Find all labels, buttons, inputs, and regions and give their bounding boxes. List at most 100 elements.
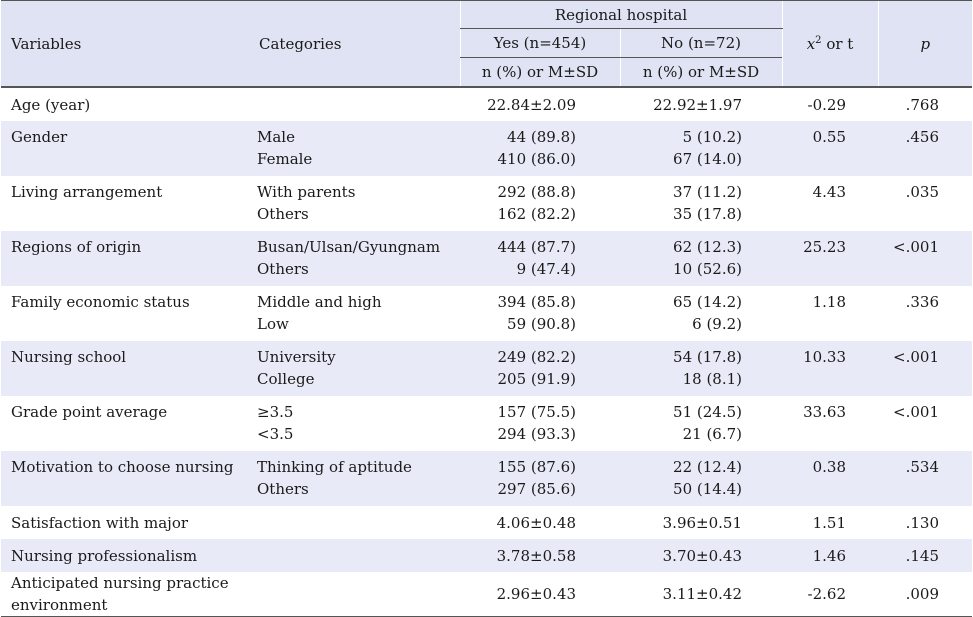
header-categories: Categories (249, 0, 460, 88)
cell-yes-value: 3.78±0.58 (496, 546, 576, 565)
cell-yes-value: 205 (91.9) (497, 370, 576, 388)
cell-no: 37 (11.2) 35 (17.8) (620, 176, 782, 231)
cell-category-value: Others (257, 480, 309, 498)
cell-yes: 394 (85.8) 59 (90.8) (460, 286, 620, 341)
cell-p-value-value: .130 (905, 513, 940, 532)
cell-no-value: 22.92±1.97 (653, 95, 743, 114)
cell-p-value: .456 (878, 121, 972, 176)
table-body: Age (year) 22.84±2.09 22.92±1.97 -0.29 .768 G… (1, 87, 973, 617)
cell-variable-value: Regions of origin (11, 238, 142, 256)
cell-category: Busan/Ulsan/Gyungnam Others (249, 231, 460, 286)
header-variables: Variables (1, 0, 249, 88)
cell-p-value-value: .336 (905, 293, 940, 311)
header-statistic: x2 or t (781, 0, 879, 88)
cell-category-value: University (257, 348, 336, 366)
table-row: Anticipated nursing practice environment… (1, 572, 973, 617)
header-no-sub: n (%) or M±SD (619, 57, 783, 88)
cell-yes-value: 162 (82.2) (497, 205, 576, 223)
cell-no: 22.92±1.97 (620, 87, 782, 121)
cell-category (249, 539, 460, 572)
cell-yes: 157 (75.5) 294 (93.3) (460, 396, 620, 451)
cell-yes-value: 249 (82.2) (497, 348, 576, 366)
cell-p-value-value: .456 (905, 128, 940, 146)
cell-no-value: 3.96±0.51 (662, 513, 743, 532)
cell-variable-value: Nursing school (11, 348, 127, 366)
cell-no: 5 (10.2) 67 (14.0) (620, 121, 782, 176)
cell-p-value: .768 (878, 87, 972, 121)
table-row: Family economic status Middle and high Low… (1, 286, 972, 341)
cell-variable-value: Age (year) (11, 95, 91, 114)
cell-no: 54 (17.8) 18 (8.1) (620, 341, 782, 396)
cell-no-value: 51 (24.5) (673, 403, 743, 421)
cell-variable-value: Gender (11, 128, 68, 146)
cell-variable: Living arrangement (1, 176, 249, 231)
cell-no-value: 62 (12.3) (673, 238, 743, 256)
cell-yes: 249 (82.2) 205 (91.9) (460, 341, 620, 396)
cell-category: With parents Others (249, 176, 460, 231)
table-row: Motivation to choose nursing Thinking of … (1, 451, 973, 506)
cell-yes-value: 394 (85.8) (497, 293, 576, 311)
cell-statistic-value: 25.23 (803, 238, 847, 256)
cell-variable: Motivation to choose nursing (1, 451, 249, 506)
cell-variable: Grade point average (1, 396, 249, 451)
cell-variable-value: Grade point average (11, 403, 168, 421)
cell-variable: Gender (1, 121, 249, 176)
cell-p-value: .534 (878, 451, 972, 506)
cell-statistic: 33.63 (782, 396, 878, 451)
cell-variable: Anticipated nursing practice environment (1, 572, 249, 617)
cell-yes: 44 (89.8) 410 (86.0) (460, 121, 620, 176)
cell-statistic-value: -2.62 (807, 585, 847, 603)
header-p-value: p (877, 0, 973, 88)
cell-statistic: -2.62 (782, 572, 879, 617)
cell-variable-value: Family economic status (11, 293, 190, 311)
cell-category-value: Others (257, 205, 309, 223)
header-chi-rest: or t (821, 34, 854, 53)
cell-variable-value: Satisfaction with major (11, 513, 189, 532)
cell-category-value: Low (257, 315, 289, 333)
cell-yes: 444 (87.7) 9 (47.4) (460, 231, 620, 286)
cell-statistic-value: 1.18 (812, 293, 847, 311)
cell-category-value: ≥3.5 (257, 403, 294, 421)
cell-no-value: 3.11±0.42 (662, 585, 743, 603)
table-row: Nursing school University College 249 (82.2… (1, 341, 973, 396)
cell-statistic-value: 10.33 (803, 348, 847, 366)
cell-category (249, 87, 460, 121)
header-regional-hospital: Regional hospital (459, 0, 783, 29)
cell-variable: Age (year) (1, 87, 249, 121)
cell-p-value-value: .009 (905, 585, 940, 603)
cell-yes-value: 155 (87.6) (497, 458, 576, 476)
cell-yes-value: 44 (89.8) (507, 128, 576, 146)
cell-variable: Regions of origin (1, 231, 249, 286)
cell-category-value: Male (257, 128, 295, 146)
cell-yes: 155 (87.6) 297 (85.6) (460, 451, 620, 506)
cell-no: 51 (24.5) 21 (6.7) (620, 396, 782, 451)
cell-p-value: <.001 (878, 341, 972, 396)
cell-yes: 3.78±0.58 (460, 539, 620, 572)
header-yes: Yes (n=454) (459, 28, 620, 58)
table-row: Grade point average ≥3.5 <3.5 157 (75.5) 294… (1, 396, 972, 451)
cell-statistic-value: 1.51 (812, 513, 847, 532)
cell-yes: 2.96±0.43 (460, 572, 620, 617)
cell-category-value: Female (257, 150, 313, 168)
cell-p-value-value: .534 (905, 458, 940, 476)
cell-yes-value: 444 (87.7) (497, 238, 576, 256)
cell-p-value: .035 (878, 176, 972, 231)
table-row: Gender Male Female 44 (89.8) 410 (86.0) 5 (10… (1, 121, 973, 176)
cell-variable: Nursing professionalism (1, 539, 249, 572)
cell-variable: Family economic status (1, 286, 249, 341)
cell-statistic: 1.46 (782, 539, 878, 572)
cell-p-value: .336 (878, 286, 972, 341)
cell-statistic: 10.33 (782, 341, 878, 396)
cell-p-value: .009 (878, 572, 973, 617)
cell-p-value-value: <.001 (893, 238, 940, 256)
cell-no-value: 3.70±0.43 (662, 546, 743, 565)
cell-yes: 292 (88.8) 162 (82.2) (460, 176, 620, 231)
cell-statistic: 0.38 (782, 451, 878, 506)
cell-statistic-value: 0.55 (812, 128, 847, 146)
cell-yes-value: 297 (85.6) (497, 480, 576, 498)
cell-p-value: <.001 (878, 396, 972, 451)
cell-p-value: <.001 (878, 231, 972, 286)
cell-p-value: .130 (878, 506, 972, 539)
cell-no-value: 65 (14.2) (673, 293, 743, 311)
cell-category-value: Middle and high (257, 293, 382, 311)
